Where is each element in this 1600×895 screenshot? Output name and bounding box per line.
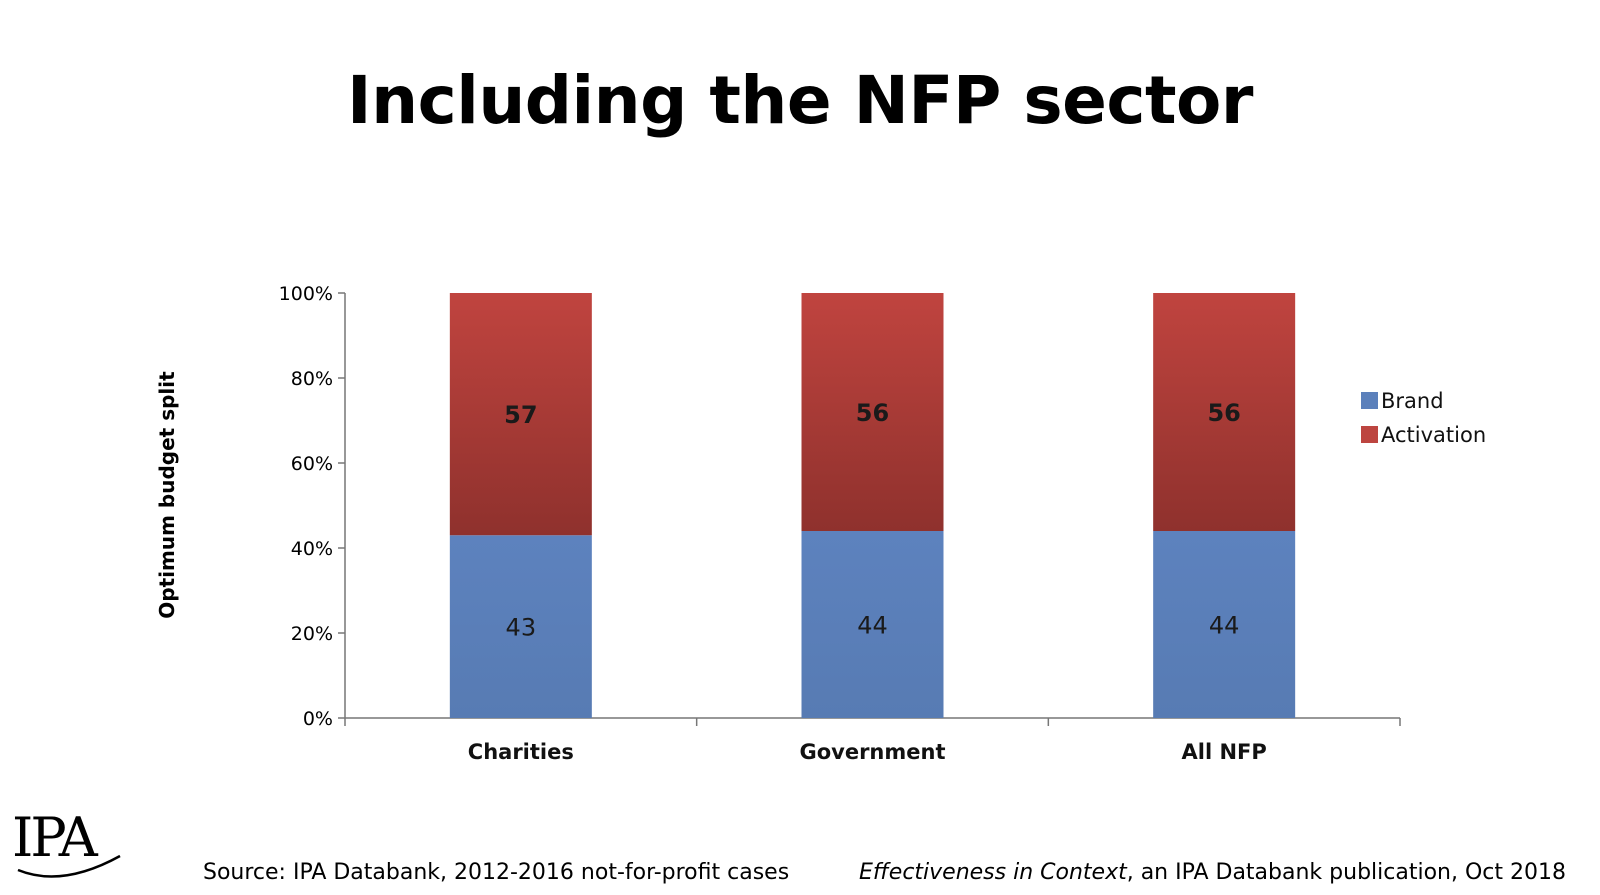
activation-legend-label: Activation xyxy=(1381,423,1486,447)
x-category-label: All NFP xyxy=(1182,740,1267,764)
brand-data-label: 43 xyxy=(506,614,537,642)
y-tick-label: 20% xyxy=(291,623,333,645)
publication-note: Effectiveness in Context, an IPA Databan… xyxy=(859,860,1566,885)
ipa-logo-text: IPA xyxy=(12,806,98,869)
activation-legend-swatch xyxy=(1361,426,1378,443)
activation-data-label: 57 xyxy=(504,401,537,429)
activation-data-label: 56 xyxy=(856,399,889,427)
activation-bar-government xyxy=(801,293,944,531)
publication-rest: , an IPA Databank publication, Oct 2018 xyxy=(1126,860,1566,885)
y-axis-label: Optimum budget split xyxy=(155,371,179,619)
y-tick-label: 40% xyxy=(291,538,333,560)
x-category-label: Charities xyxy=(468,740,574,764)
publication-title: Effectiveness in Context xyxy=(859,860,1127,885)
y-tick-label: 60% xyxy=(291,453,333,475)
ipa-logo: IPA xyxy=(12,808,132,883)
brand-bar-government xyxy=(801,531,944,718)
x-category-label: Government xyxy=(799,740,945,764)
brand-bar-charities xyxy=(449,535,592,718)
activation-bar-all-nfp xyxy=(1153,293,1296,531)
brand-legend-label: Brand xyxy=(1381,389,1444,413)
activation-data-label: 56 xyxy=(1207,399,1240,427)
chart-legend: Brand Activation xyxy=(1361,389,1486,447)
brand-data-label: 44 xyxy=(1209,612,1240,640)
activation-bar-charities xyxy=(449,293,592,536)
brand-legend-swatch xyxy=(1361,392,1378,409)
chart-labels: 43 57 Charities 44 56 Government 44 56 All NFP xyxy=(468,399,1267,764)
brand-data-label: 44 xyxy=(857,612,888,640)
source-note: Source: IPA Databank, 2012-2016 not-for-… xyxy=(203,860,790,885)
brand-bar-all-nfp xyxy=(1153,531,1296,718)
y-tick-label: 80% xyxy=(291,368,333,390)
slide-title: Including the NFP sector xyxy=(347,62,1253,139)
y-tick-label: 100% xyxy=(279,283,333,305)
chart-bars xyxy=(449,293,1296,718)
y-tick-label: 0% xyxy=(303,708,333,730)
